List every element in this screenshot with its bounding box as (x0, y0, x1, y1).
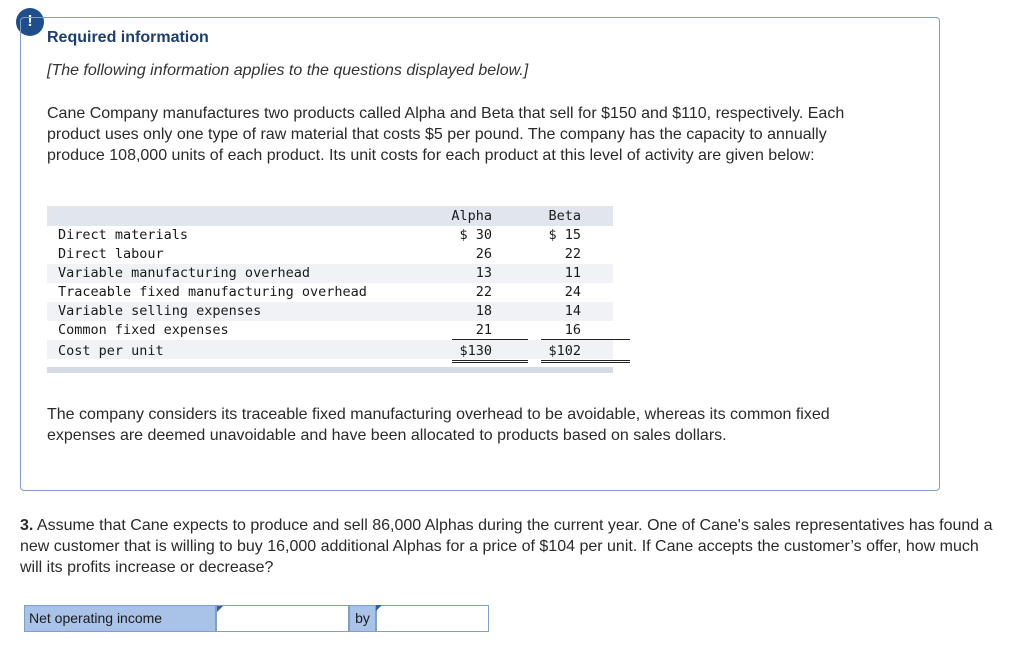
row-label: Direct materials (58, 227, 189, 243)
table-header-band (47, 206, 613, 226)
input-marker-icon (376, 605, 382, 611)
amount-input-wrapper (376, 605, 489, 632)
table-stripe (47, 340, 613, 359)
alpha-total: $130 (459, 343, 492, 359)
beta-total: $102 (548, 343, 581, 359)
subtotal-rule (541, 339, 630, 340)
total-double-rule (452, 360, 528, 363)
beta-value: 11 (564, 265, 581, 281)
required-information-box (20, 17, 940, 491)
row-label-total: Cost per unit (58, 343, 164, 359)
alpha-value: 26 (475, 246, 492, 262)
alpha-value: 22 (475, 284, 492, 300)
row-label: Traceable fixed manufacturing overhead (58, 284, 367, 300)
column-header-beta: Beta (548, 208, 581, 224)
beta-value: 14 (564, 303, 581, 319)
beta-value: 22 (564, 246, 581, 262)
alpha-value: 21 (475, 322, 492, 338)
beta-value: $ 15 (548, 227, 581, 243)
row-label: Variable selling expenses (58, 303, 262, 319)
overhead-note: The company considers its traceable fixe… (47, 406, 830, 444)
net-operating-income-label: Net operating income (24, 605, 216, 632)
question-number: 3. (20, 517, 34, 534)
question-body: Assume that Cane expects to produce and … (20, 517, 993, 576)
unit-cost-table: Alpha Beta Direct materials $ 30 $ 15 Di… (47, 206, 630, 377)
by-label: by (349, 605, 376, 632)
section-heading: Required information (47, 29, 209, 46)
row-label: Direct labour (58, 246, 164, 262)
amount-input[interactable] (376, 605, 489, 632)
beta-value: 16 (564, 322, 581, 338)
dropdown-marker-icon (217, 606, 223, 612)
beta-value: 24 (564, 284, 581, 300)
alpha-value: 18 (475, 303, 492, 319)
table-stripe (47, 264, 613, 283)
row-label: Variable manufacturing overhead (58, 265, 310, 281)
info-note: [The following information applies to th… (47, 62, 529, 79)
table-stripe (47, 302, 613, 321)
column-header-alpha: Alpha (451, 208, 492, 224)
subtotal-rule (452, 339, 528, 340)
row-label: Common fixed expenses (58, 322, 229, 338)
total-double-rule (541, 360, 630, 363)
alpha-value: $ 30 (459, 227, 492, 243)
question-text: 3. Assume that Cane expects to produce a… (20, 515, 1000, 578)
alpha-value: 13 (475, 265, 492, 281)
problem-description: Cane Company manufactures two products c… (47, 105, 845, 164)
increase-decrease-dropdown[interactable] (216, 605, 349, 632)
table-footer-band (47, 367, 613, 373)
